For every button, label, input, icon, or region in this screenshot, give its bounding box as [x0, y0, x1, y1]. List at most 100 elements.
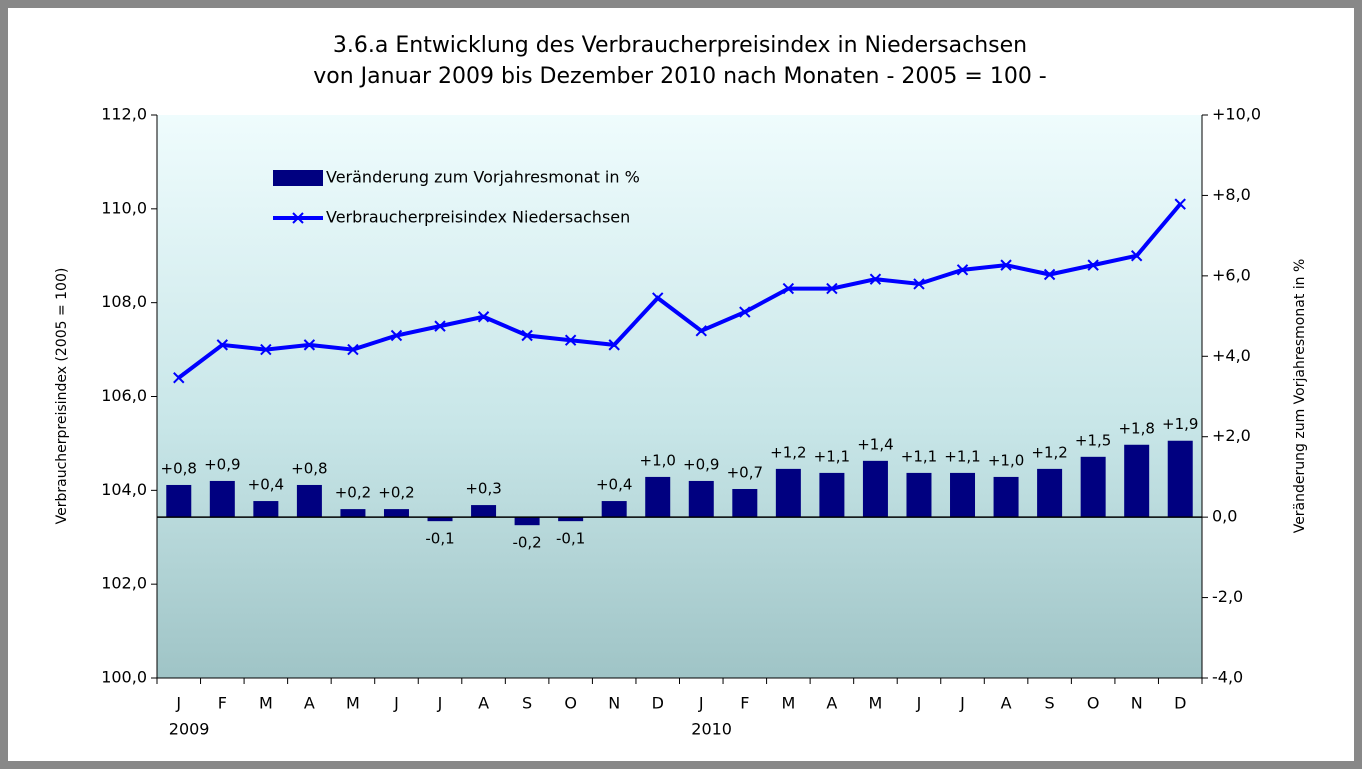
legend-label: Veränderung zum Vorjahresmonat in %: [326, 168, 640, 187]
x-tick-label: A: [478, 694, 489, 713]
bar: [209, 480, 235, 518]
y-tick-label: 108,0: [101, 292, 147, 311]
bar: [775, 468, 801, 518]
y2-tick-label: +10,0: [1212, 105, 1261, 124]
y-tick-label: 102,0: [101, 574, 147, 593]
bar: [688, 480, 714, 518]
line-marker: [1130, 250, 1143, 262]
bar: [427, 517, 453, 522]
line-marker: [782, 282, 795, 295]
bar-value-label: +0,4: [248, 476, 284, 494]
x-tick-label: S: [1045, 694, 1055, 713]
x-tick-label: J: [916, 694, 922, 713]
line-marker: [347, 343, 359, 356]
bar: [601, 501, 627, 518]
x-tick-label: J: [393, 694, 399, 713]
y2-tick-label: 0,0: [1212, 507, 1237, 526]
x-tick-label: D: [652, 694, 664, 713]
line-marker: [564, 334, 577, 346]
bar-value-label: +0,2: [335, 484, 371, 502]
bar-value-label: +0,9: [683, 455, 719, 473]
line-marker: [695, 325, 707, 337]
plot-area: [157, 115, 1202, 678]
line-marker: [477, 311, 490, 323]
line-marker: [303, 339, 316, 351]
bar: [340, 509, 366, 518]
bar-value-label: +0,4: [596, 476, 632, 494]
y2-tick-label: +6,0: [1212, 265, 1251, 284]
bar-value-label: +0,8: [161, 459, 197, 477]
bar-value-label: -0,1: [556, 530, 585, 548]
legend-marker: [292, 212, 304, 224]
bar-value-label: +1,0: [640, 451, 676, 469]
y2-tick-label: +8,0: [1212, 185, 1251, 204]
bar-value-label: +0,7: [727, 463, 763, 481]
bar: [862, 460, 888, 518]
line-marker: [434, 320, 446, 332]
bar: [1167, 440, 1193, 518]
bar: [645, 476, 671, 518]
x-tick-label: O: [1087, 694, 1100, 713]
bar-value-label: +1,4: [857, 435, 893, 453]
line-marker: [1043, 268, 1056, 281]
bar-value-label: +0,9: [204, 455, 240, 473]
line-marker: [521, 329, 533, 342]
y2-axis-label: Veränderung zum Vorjahresmonat in %: [1292, 259, 1308, 534]
line-marker: [260, 343, 272, 356]
bar: [732, 488, 758, 518]
x-tick-label: N: [608, 694, 620, 713]
line-marker: [913, 278, 925, 290]
x-tick-label: A: [304, 694, 315, 713]
line-marker: [956, 264, 969, 276]
bar-value-label: +1,2: [770, 443, 806, 461]
x-tick-label: J: [698, 694, 704, 713]
line-marker: [390, 329, 403, 342]
line-marker: [173, 372, 185, 384]
y-axis-label: Verbraucherpreisindex (2005 = 100): [54, 268, 70, 525]
bar-value-label: -0,2: [512, 534, 541, 552]
chart-title: 3.6.a Entwicklung des Verbraucherpreisin…: [333, 33, 1027, 58]
bar-value-label: +0,2: [378, 484, 414, 502]
x-tick-label: A: [1001, 694, 1012, 713]
bar-value-label: +0,8: [291, 459, 327, 477]
x-tick-label: J: [959, 694, 965, 713]
y-tick-label: 104,0: [101, 480, 147, 499]
chart-title: von Januar 2009 bis Dezember 2010 nach M…: [313, 64, 1047, 89]
y2-tick-label: -4,0: [1212, 668, 1243, 687]
x-tick-label: M: [781, 694, 795, 713]
bar: [166, 484, 192, 518]
x-tick-label: M: [346, 694, 360, 713]
bar: [253, 501, 279, 518]
line-marker: [608, 339, 620, 351]
bar: [296, 484, 322, 518]
year-label: 2010: [691, 720, 732, 739]
bar-value-label: +0,3: [465, 480, 501, 498]
bar-value-label: +1,5: [1075, 431, 1111, 449]
x-tick-label: O: [564, 694, 577, 713]
y-tick-label: 110,0: [101, 198, 147, 217]
bar: [383, 509, 409, 518]
bar: [514, 517, 540, 526]
line-marker: [216, 339, 229, 351]
x-tick-label: J: [437, 694, 443, 713]
y-tick-label: 100,0: [101, 668, 147, 687]
x-tick-label: F: [740, 694, 749, 713]
bar-value-label: -0,1: [425, 530, 454, 548]
bar-value-label: +1,2: [1031, 443, 1067, 461]
x-tick-label: M: [259, 694, 273, 713]
bar: [1080, 456, 1106, 518]
bar-value-label: +1,1: [901, 447, 937, 465]
bar: [906, 472, 932, 518]
bar-value-label: +1,1: [814, 447, 850, 465]
x-tick-label: D: [1174, 694, 1186, 713]
bar: [471, 505, 497, 518]
y2-tick-label: -2,0: [1212, 587, 1243, 606]
bar: [558, 517, 584, 522]
x-tick-label: A: [826, 694, 837, 713]
bar-value-label: +1,0: [988, 451, 1024, 469]
y-tick-label: 106,0: [101, 386, 147, 405]
year-label: 2009: [169, 720, 210, 739]
line-marker: [739, 306, 751, 318]
bar-value-label: +1,8: [1118, 419, 1154, 437]
